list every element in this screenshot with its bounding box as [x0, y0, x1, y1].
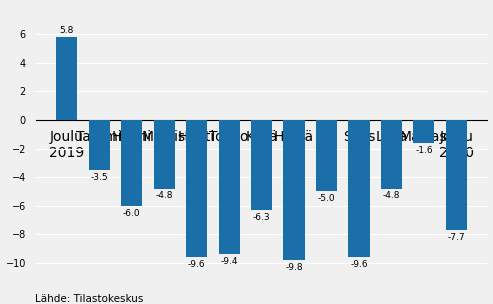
Text: -1.6: -1.6: [415, 146, 433, 155]
Text: -7.7: -7.7: [448, 233, 465, 242]
Bar: [446, 120, 467, 230]
Bar: [186, 120, 207, 257]
Text: -9.6: -9.6: [188, 260, 206, 269]
Bar: [56, 37, 77, 120]
Bar: [89, 120, 110, 170]
Bar: [413, 120, 434, 143]
Bar: [316, 120, 337, 192]
Bar: [349, 120, 370, 257]
Text: -6.0: -6.0: [123, 209, 141, 218]
Bar: [283, 120, 305, 260]
Text: Lähde: Tilastokeskus: Lähde: Tilastokeskus: [35, 294, 143, 304]
Text: -6.3: -6.3: [253, 213, 270, 222]
Bar: [154, 120, 175, 188]
Bar: [251, 120, 272, 210]
Text: -3.5: -3.5: [90, 173, 108, 182]
Text: 5.8: 5.8: [60, 26, 74, 35]
Text: -9.6: -9.6: [350, 260, 368, 269]
Bar: [218, 120, 240, 254]
Text: -4.8: -4.8: [383, 192, 400, 200]
Bar: [121, 120, 142, 206]
Bar: [381, 120, 402, 188]
Text: -9.8: -9.8: [285, 263, 303, 272]
Text: -9.4: -9.4: [220, 257, 238, 266]
Text: -4.8: -4.8: [155, 192, 173, 200]
Text: -5.0: -5.0: [317, 194, 335, 203]
